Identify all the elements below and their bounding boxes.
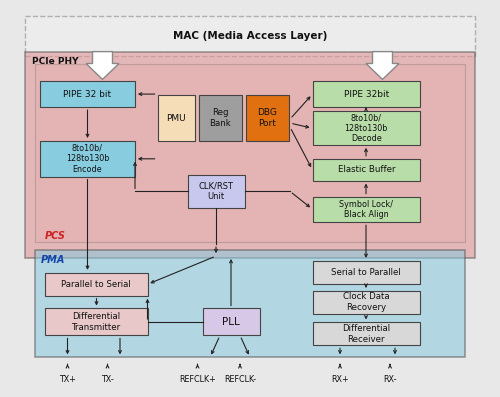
Text: Differential
Receiver: Differential Receiver bbox=[342, 324, 390, 343]
Text: Elastic Buffer: Elastic Buffer bbox=[338, 165, 395, 174]
Bar bbox=[45, 308, 148, 335]
Text: TX+: TX+ bbox=[59, 375, 76, 384]
Text: Parallel to Serial: Parallel to Serial bbox=[62, 280, 131, 289]
Bar bbox=[40, 141, 135, 177]
Text: 8to10b/
128to130b
Encode: 8to10b/ 128to130b Encode bbox=[66, 144, 109, 174]
Text: Symbol Lock/
Black Align: Symbol Lock/ Black Align bbox=[339, 200, 393, 219]
Bar bbox=[199, 95, 242, 141]
Text: PCS: PCS bbox=[45, 231, 66, 241]
Bar bbox=[312, 197, 420, 222]
Bar bbox=[25, 16, 475, 56]
Text: PLL: PLL bbox=[222, 317, 240, 327]
Bar bbox=[312, 291, 420, 314]
Text: PIPE 32 bit: PIPE 32 bit bbox=[64, 90, 112, 99]
Text: RX+: RX+ bbox=[331, 375, 349, 384]
Text: Serial to Parallel: Serial to Parallel bbox=[332, 268, 401, 277]
Bar bbox=[40, 81, 135, 107]
Text: DBG
Port: DBG Port bbox=[258, 108, 277, 128]
Bar bbox=[188, 175, 245, 208]
Text: MAC (Media Access Layer): MAC (Media Access Layer) bbox=[173, 31, 327, 41]
Polygon shape bbox=[366, 52, 399, 79]
Text: PCIe PHY: PCIe PHY bbox=[32, 57, 79, 66]
Bar bbox=[312, 322, 420, 345]
Bar bbox=[25, 52, 475, 258]
Text: REFCLK+: REFCLK+ bbox=[179, 375, 216, 384]
Bar bbox=[312, 261, 420, 284]
Bar bbox=[158, 95, 195, 141]
Text: PMU: PMU bbox=[166, 114, 186, 123]
Bar bbox=[246, 95, 288, 141]
Bar bbox=[312, 111, 420, 145]
Polygon shape bbox=[86, 52, 119, 79]
Text: Clock Data
Recovery: Clock Data Recovery bbox=[343, 293, 390, 312]
Bar bbox=[312, 81, 420, 107]
Text: PMA: PMA bbox=[41, 255, 66, 265]
Text: RX-: RX- bbox=[384, 375, 397, 384]
Bar bbox=[202, 308, 260, 335]
Text: REFCLK-: REFCLK- bbox=[224, 375, 256, 384]
Text: PIPE 32bit: PIPE 32bit bbox=[344, 90, 389, 99]
Text: 8to10b/
128to130b
Decode: 8to10b/ 128to130b Decode bbox=[344, 113, 388, 143]
Text: TX-: TX- bbox=[101, 375, 114, 384]
Bar bbox=[312, 159, 420, 181]
Text: Reg
Bank: Reg Bank bbox=[210, 108, 231, 128]
Text: CLK/RST
Unit: CLK/RST Unit bbox=[199, 182, 234, 201]
Bar bbox=[35, 64, 465, 242]
Bar bbox=[45, 273, 148, 296]
Bar bbox=[35, 250, 465, 357]
Text: Differential
Transmitter: Differential Transmitter bbox=[72, 312, 121, 331]
